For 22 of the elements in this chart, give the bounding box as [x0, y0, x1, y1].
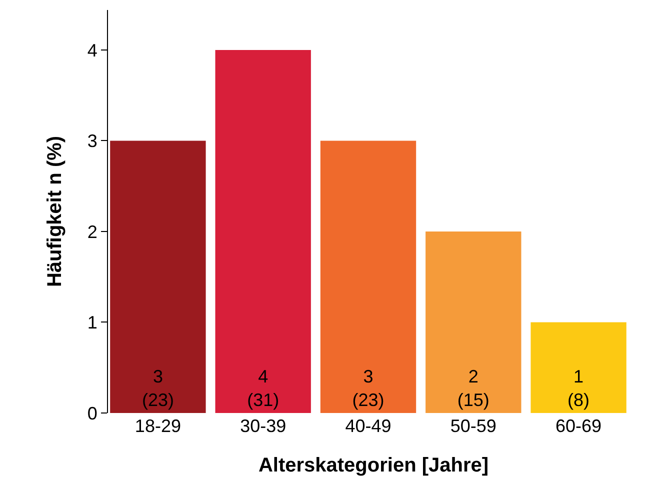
- x-tick-label: 40-49: [345, 416, 392, 436]
- y-tick-label: 1: [87, 312, 98, 333]
- x-axis-title: Alterskategorien [Jahre]: [258, 454, 489, 476]
- y-tick-label: 3: [87, 131, 98, 151]
- bar: [215, 50, 311, 413]
- data-label: 3 (23): [352, 366, 384, 410]
- y-tick-label: 0: [87, 403, 98, 424]
- data-label: 4 (31): [247, 366, 280, 410]
- bar: [320, 140, 416, 413]
- data-label: 3 (23): [142, 366, 174, 410]
- x-tick-label: 18-29: [134, 416, 181, 436]
- x-tick-label: 50-59: [450, 416, 496, 436]
- y-tick-label: 2: [87, 222, 98, 242]
- x-tick-label: 30-39: [240, 416, 286, 436]
- y-tick-label: 4: [87, 40, 98, 60]
- data-label: 1 (8): [568, 366, 590, 410]
- data-label: 2 (15): [457, 366, 490, 410]
- x-tick-label: 60-69: [556, 416, 602, 436]
- bar: [426, 231, 522, 413]
- bar: [530, 322, 626, 413]
- y-axis-title: Häufigkeit n (%): [44, 136, 66, 288]
- bar: [110, 140, 206, 413]
